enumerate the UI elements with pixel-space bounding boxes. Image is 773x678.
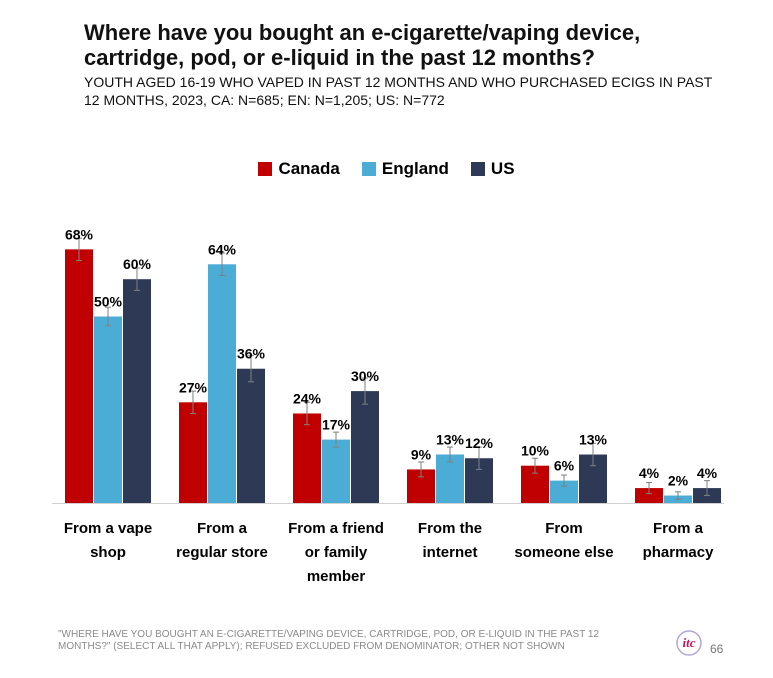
logo-text: itc [683,635,696,650]
data-label-canada-4: 10% [521,443,550,459]
legend-label-us: US [490,159,515,178]
category-label-line: or family [305,544,368,561]
bar-england-3 [436,454,464,503]
category-label-line: regular store [176,544,268,561]
legend-label-england: England [381,159,449,178]
bar-england-2 [322,439,350,503]
bar-canada-0 [65,249,93,503]
legend: Canada England US [0,159,773,179]
bar-us-0 [123,279,151,503]
category-label-5: From a pharmacy [643,520,715,561]
category-label-line: From a vape [64,520,152,537]
footer-note: "WHERE HAVE YOU BOUGHT AN E-CIGARETTE/VA… [58,629,600,652]
legend-item-canada: Canada [258,159,340,179]
bar-england-1 [208,264,236,503]
category-label-2: From a friend or family member [288,520,384,585]
data-label-us-3: 12% [465,435,494,451]
data-label-england-2: 17% [322,417,351,433]
bar-canada-5 [635,488,663,503]
bar-england-0 [94,316,122,503]
category-label-line: From a friend [288,520,384,537]
chart-subtitle: YOUTH AGED 16-19 WHO VAPED IN PAST 12 MO… [84,74,713,108]
category-label-line: pharmacy [643,544,715,561]
category-label-line: shop [90,544,126,561]
data-label-england-3: 13% [436,432,465,448]
data-label-canada-0: 68% [65,226,94,242]
data-label-us-5: 4% [697,465,718,481]
category-label-line: From a [197,520,248,537]
bar-chart: 68% 50% 60% From a vape shop 27% 64% 36% From a r… [52,226,724,585]
legend-swatch-england [361,162,376,176]
data-label-us-0: 60% [123,256,152,272]
data-label-canada-5: 4% [639,465,660,481]
data-label-us-2: 30% [351,368,380,384]
category-label-4: From someone else [514,520,613,561]
data-label-us-1: 36% [237,346,266,362]
category-label-line: From a [653,520,704,537]
legend-item-us: US [470,159,515,179]
legend-label-canada: Canada [278,159,340,178]
legend-swatch-us [470,162,485,176]
bar-canada-1 [179,402,207,503]
category-label-line: someone else [514,544,613,561]
bar-us-2 [351,391,379,503]
bar-us-1 [237,368,265,503]
bar-canada-2 [293,413,321,503]
data-label-england-0: 50% [94,294,123,310]
data-label-england-5: 2% [668,473,689,489]
bar-england-4 [550,480,578,503]
category-label-line: From [545,520,583,537]
data-label-us-4: 13% [579,432,608,448]
category-label-0: From a vape shop [64,520,152,561]
category-label-3: From the internet [418,520,482,561]
data-label-canada-1: 27% [179,379,208,395]
data-label-canada-2: 24% [293,390,322,406]
itc-logo: itc [676,630,702,656]
category-label-line: From the [418,520,482,537]
category-label-line: member [307,568,366,585]
chart-title: Where have you bought an e-cigarette/vap… [84,20,641,70]
legend-item-england: England [361,159,449,179]
data-label-canada-3: 9% [411,446,432,462]
category-label-1: From a regular store [176,520,268,561]
data-label-england-4: 6% [554,458,575,474]
category-label-line: internet [422,544,477,561]
data-label-england-1: 64% [208,241,237,257]
legend-swatch-canada [258,162,273,176]
page-number: 66 [710,642,724,656]
